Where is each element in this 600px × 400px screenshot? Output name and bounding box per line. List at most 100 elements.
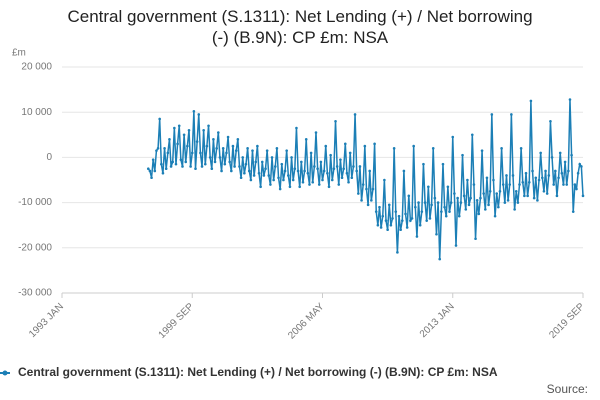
point [537, 178, 541, 182]
point [217, 131, 220, 134]
x-tick-label: 2013 JAN [418, 301, 457, 340]
point [567, 169, 570, 173]
chart-title: Central government (S.1311): Net Lending… [67, 7, 533, 47]
point [156, 147, 160, 150]
point [177, 124, 181, 128]
point [484, 208, 487, 211]
point [197, 113, 201, 116]
point [474, 237, 477, 241]
point [562, 183, 565, 186]
point [570, 153, 573, 157]
point [462, 194, 466, 198]
point [441, 162, 445, 166]
point [264, 167, 267, 170]
point [153, 169, 157, 173]
point [360, 199, 363, 202]
point [503, 201, 507, 204]
point [343, 142, 347, 146]
point [355, 169, 358, 173]
point [410, 217, 414, 220]
point [256, 144, 259, 148]
point [317, 183, 321, 186]
point [353, 113, 357, 116]
point [451, 135, 455, 139]
point [534, 176, 538, 180]
point [557, 176, 560, 180]
point [231, 144, 235, 148]
point [251, 149, 254, 152]
point [475, 199, 479, 202]
point [539, 151, 542, 155]
point [238, 165, 241, 168]
point [304, 138, 308, 141]
point [226, 135, 230, 139]
point [545, 192, 549, 195]
point [270, 156, 274, 159]
point [457, 214, 461, 218]
point [431, 147, 435, 150]
point [241, 156, 245, 159]
point [316, 167, 319, 170]
y-axis-label: £m [12, 48, 26, 59]
y-tick-label: -20 000 [18, 242, 52, 253]
point [335, 165, 339, 168]
point [158, 117, 161, 121]
point [560, 171, 564, 175]
point [225, 151, 228, 155]
point [311, 180, 315, 184]
point [371, 187, 375, 191]
point [469, 196, 472, 200]
point [313, 165, 316, 168]
point [376, 223, 380, 227]
point [477, 212, 481, 216]
point [244, 162, 248, 166]
point [330, 178, 334, 182]
point [171, 160, 175, 164]
point [233, 165, 236, 168]
point [288, 185, 292, 189]
point [467, 203, 471, 207]
y-tick-label: 20 000 [21, 62, 52, 73]
point [454, 244, 458, 247]
point [438, 257, 442, 261]
point [252, 174, 256, 177]
point [267, 174, 271, 177]
point [324, 144, 328, 148]
point [334, 119, 337, 123]
point [544, 169, 547, 173]
point [573, 183, 577, 186]
point [221, 147, 225, 150]
point [555, 194, 559, 198]
point [234, 149, 238, 152]
point [480, 149, 484, 152]
point [301, 180, 305, 184]
point [148, 169, 152, 173]
point [497, 205, 500, 209]
point [368, 169, 372, 173]
point [370, 199, 373, 202]
x-tick-label: 1993 JAN [27, 301, 66, 340]
point [348, 151, 352, 155]
point [524, 171, 528, 175]
point [223, 162, 227, 166]
point [357, 192, 360, 195]
point [269, 183, 272, 186]
point [505, 174, 508, 177]
point [378, 205, 381, 209]
point [396, 251, 399, 254]
y-tick-label: -10 000 [18, 197, 52, 208]
point [448, 210, 451, 213]
point [417, 201, 420, 204]
point [329, 153, 332, 157]
point [321, 178, 324, 182]
point [203, 162, 207, 166]
point [327, 185, 331, 189]
point [182, 133, 186, 137]
point [186, 144, 189, 148]
point [430, 203, 433, 207]
point [239, 176, 243, 180]
point [500, 147, 503, 150]
point [257, 171, 261, 175]
point [493, 214, 497, 218]
